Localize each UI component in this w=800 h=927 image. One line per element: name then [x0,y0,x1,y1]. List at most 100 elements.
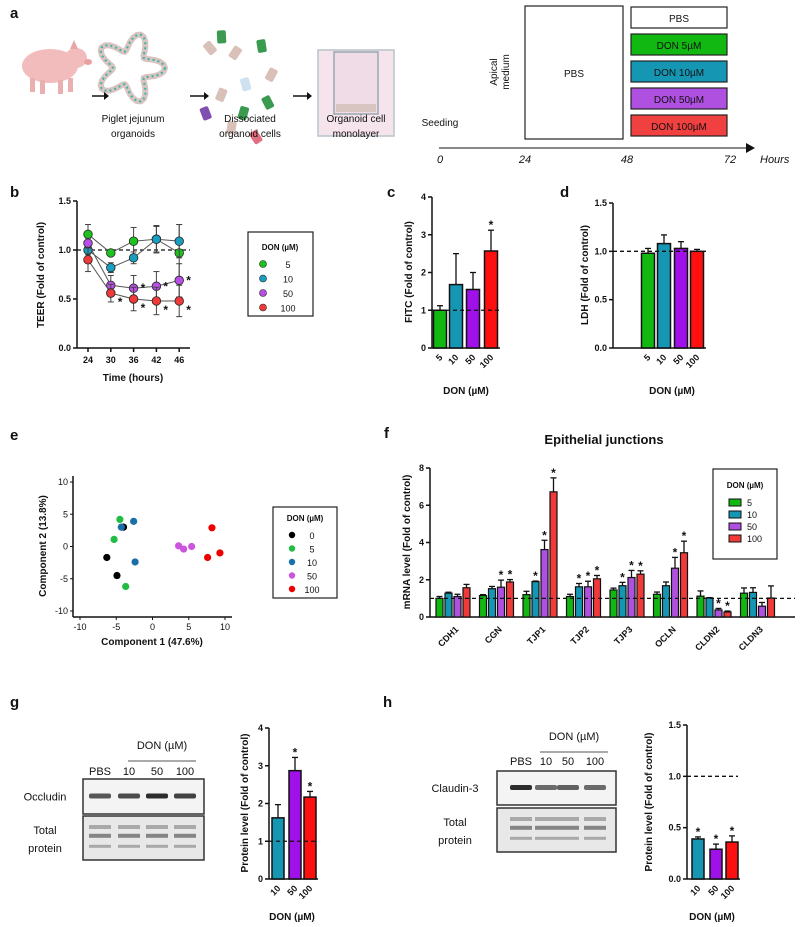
significance-marker: * [730,824,735,838]
y-tick-label: 0 [63,542,68,552]
x-tick-label: CLDN3 [737,624,765,652]
treatment-label: PBS [669,14,689,25]
total-protein-band [174,833,196,838]
y-tick-label: 1.0 [594,246,607,256]
x-tick-label: 10 [688,883,702,897]
legend-swatch [728,510,742,519]
bar [739,592,749,618]
significance-marker: * [620,570,625,584]
significance-marker: * [696,825,701,839]
bar [271,817,285,880]
legend-box [712,468,778,560]
x-tick-label: 10 [446,352,460,366]
x-tick-label: 10 [220,622,230,632]
bar [748,591,758,618]
bar [448,283,464,349]
significance-marker: * [186,273,191,287]
total-protein-band [89,833,111,838]
pbs-period-box [524,5,624,140]
bar [723,611,732,618]
significance-marker: * [141,301,146,315]
bar-chart-d: 0.0 0.5 1.0 1.5 LDH (Fold of control) DON (µM… [580,198,706,397]
protein-band [89,793,111,799]
y-tick-label: 8 [419,463,424,473]
data-point [122,582,130,591]
bar [549,491,558,618]
cell-illustration [216,30,227,44]
total-protein-band [535,825,557,830]
y-tick-label: 0.0 [58,343,71,353]
timeline-tick-label: 24 [518,154,531,166]
cell-illustration [226,120,237,135]
y-axis-label: Protein level (Fold of control) [644,733,655,872]
loading-control-label: protein [438,835,472,847]
total-protein-band [118,825,140,829]
legend-marker [259,260,267,268]
x-axis-label: Component 1 (47.6%) [101,637,203,648]
y-axis-label: LDH (Fold of control) [580,225,591,325]
legend-label: 5 [309,545,314,555]
y-tick-label: 0.0 [594,343,607,353]
legend-title: DON (µM) [727,481,764,490]
cell-illustration [256,39,267,53]
bar [487,588,497,618]
bar [444,592,453,618]
data-point [204,553,212,562]
legend-label: 50 [283,289,293,299]
y-tick-label: 1.0 [668,771,681,781]
significance-marker: * [638,559,643,573]
y-tick-label: 0.5 [668,823,681,833]
bar-chart-g: 0 1 2 3 4 Protein level (Fold of control) DON … [240,723,318,923]
pig-body [22,49,78,83]
x-tick-label: OCLN [653,624,678,649]
significance-marker: * [714,832,719,846]
treatment-label: DON 100µM [651,122,707,133]
panel-label: e [10,427,18,444]
panel-label: c [387,184,395,201]
data-point [131,558,139,566]
treatment-box [630,114,728,137]
y-tick-label: 4 [258,723,263,733]
x-tick-label: 5 [434,352,445,363]
step-caption: Organoid cell [327,114,386,125]
x-tick-label: 100 [719,883,737,901]
legend-title: DON (µM) [262,243,299,252]
blot-header: DON (µM) [137,740,187,752]
x-tick-label: CLDN2 [693,624,721,652]
protein-band [557,785,579,790]
significance-marker: * [586,569,591,583]
bar [505,581,515,618]
bar [574,586,584,618]
x-tick-label: 24 [83,355,93,365]
bar [303,796,317,880]
x-tick-label: 50 [463,352,477,366]
bar [714,609,723,618]
pbs-label: PBS [564,69,584,80]
bar [465,288,481,349]
x-tick-label: TJP1 [525,624,547,646]
apical-label: Apical [489,58,500,85]
panel-label: f [384,425,390,442]
x-axis-label: DON (µM) [689,912,735,923]
arrow-head-icon [204,92,209,100]
legend-marker [288,572,296,579]
step-caption: organoid cells [219,129,281,140]
treatment-box [630,33,728,56]
protein-band [174,793,196,799]
bar [496,586,506,618]
treatment-box [630,60,728,83]
significance-marker: * [682,529,687,543]
significance-marker: * [308,779,313,793]
total-protein-band [174,844,196,848]
legend-marker [288,585,296,593]
y-tick-label: 2 [258,799,263,809]
bar [661,585,671,618]
cell-illustration [215,87,228,102]
lane-label: 100 [586,756,604,768]
legend-title: DON (µM) [287,514,324,523]
pig-leg [68,78,73,92]
y-tick-label: 0 [258,874,263,884]
panel-label: h [383,694,392,711]
significance-marker: * [629,558,634,572]
protein-band [535,785,557,790]
